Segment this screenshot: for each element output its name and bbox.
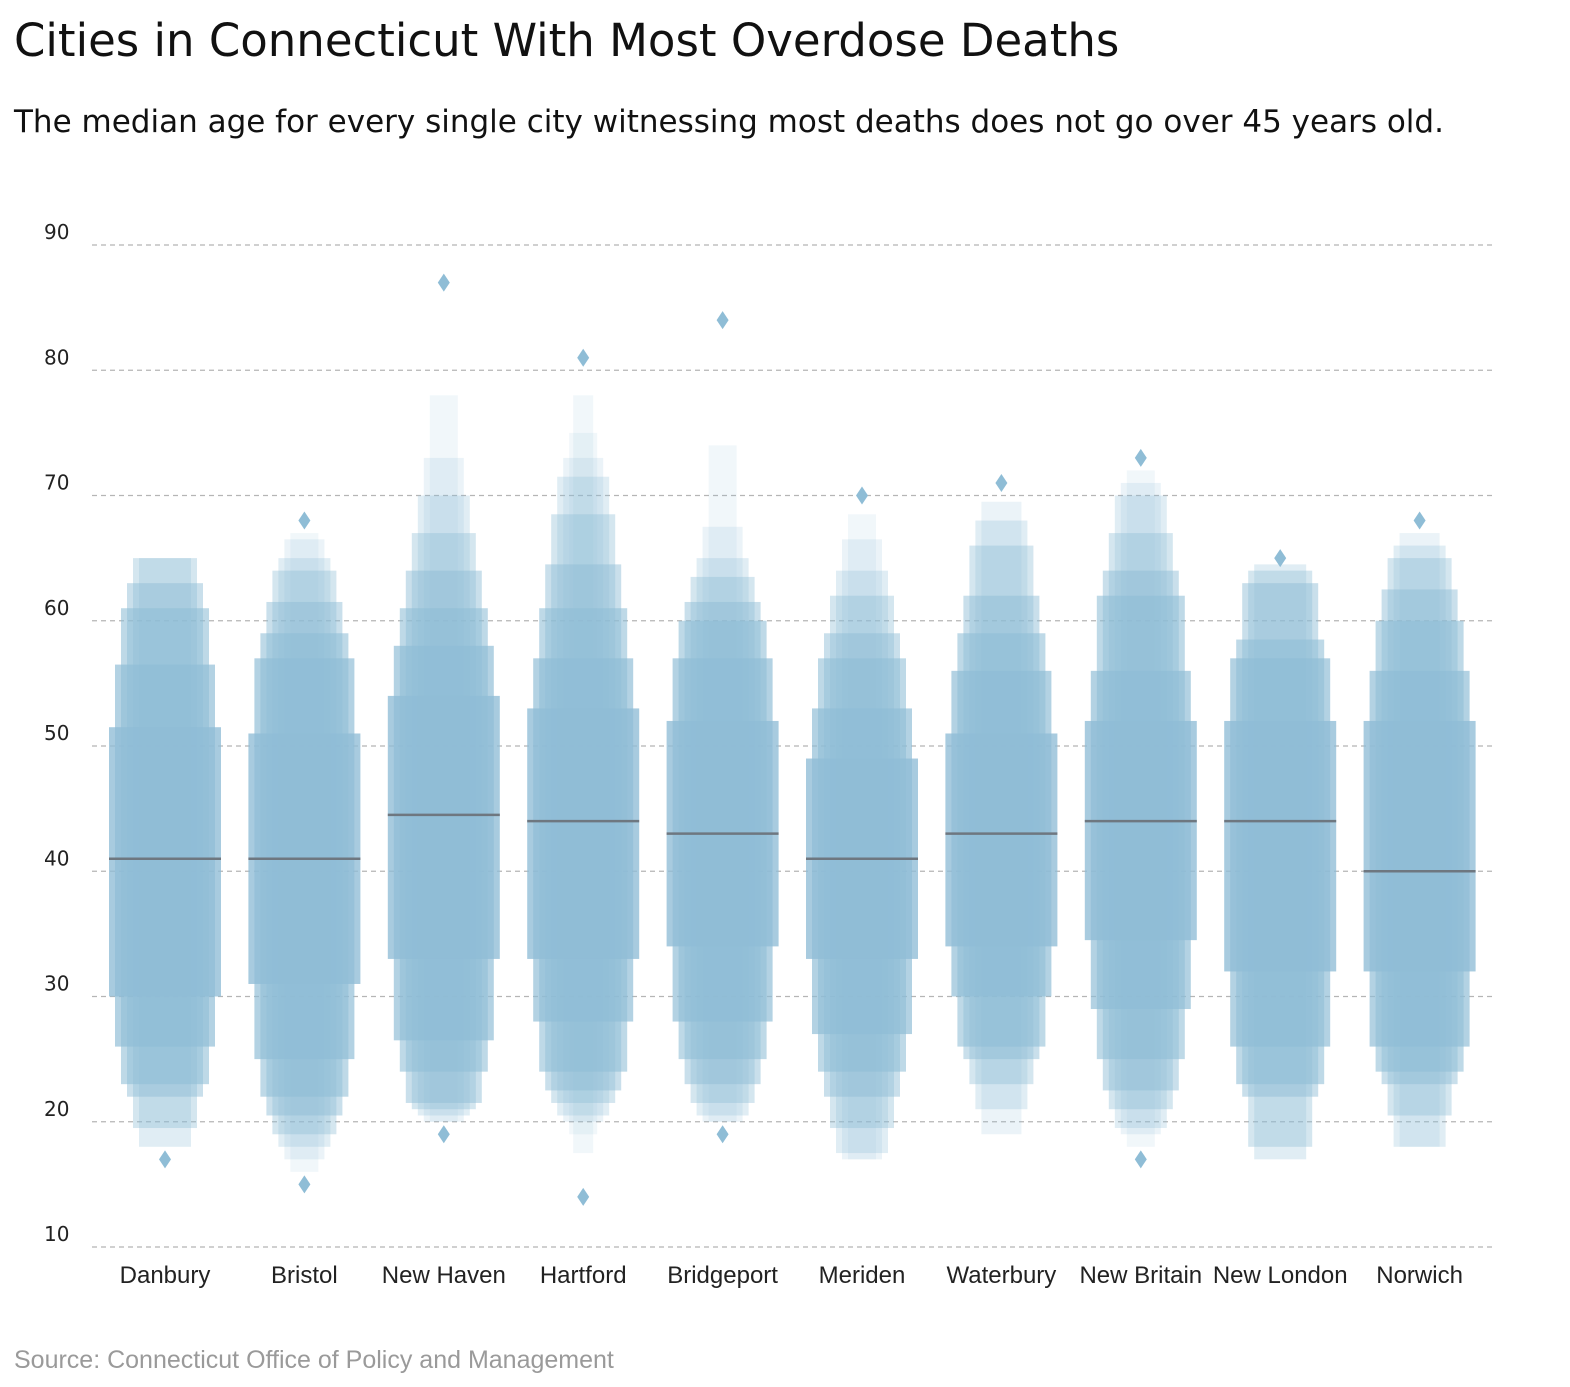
outlier-bridgeport-1 xyxy=(716,1125,729,1144)
box-group-norwich xyxy=(1363,511,1476,1147)
outlier-hartford-1 xyxy=(577,1187,590,1206)
y-tick-label-20: 20 xyxy=(44,1097,69,1121)
y-tick-label-50: 50 xyxy=(44,721,69,745)
outlier-bristol-2 xyxy=(298,511,311,530)
box-group-bridgeport xyxy=(666,311,779,1144)
box-level-new-britain-1 xyxy=(1084,720,1197,941)
y-tick-label-60: 60 xyxy=(44,596,69,620)
box-level-hartford-1 xyxy=(527,708,640,959)
x-tick-label-new-haven: New Haven xyxy=(382,1262,506,1289)
source-note: Source: Connecticut Office of Policy and… xyxy=(14,1346,614,1374)
outlier-new-britain-1 xyxy=(1134,1150,1147,1169)
box-group-new-britain xyxy=(1084,448,1197,1169)
y-tick-label-80: 80 xyxy=(44,345,69,369)
box-level-danbury-1 xyxy=(109,727,221,997)
y-tick-label-70: 70 xyxy=(44,471,69,495)
outlier-norwich-1 xyxy=(1413,511,1426,530)
x-tick-label-meriden: Meriden xyxy=(819,1262,906,1289)
box-group-bristol xyxy=(248,511,361,1194)
outlier-meriden-1 xyxy=(856,486,868,505)
box-group-danbury xyxy=(109,558,221,1169)
y-tick-label-90: 90 xyxy=(44,220,69,244)
outlier-new-haven-1 xyxy=(437,1125,450,1144)
x-tick-label-new-london: New London xyxy=(1213,1262,1348,1289)
box-group-new-london xyxy=(1224,549,1337,1160)
x-tick-label-waterbury: Waterbury xyxy=(946,1262,1056,1289)
x-tick-label-norwich: Norwich xyxy=(1376,1262,1463,1289)
x-tick-label-hartford: Hartford xyxy=(540,1262,627,1289)
outlier-danbury-1 xyxy=(159,1150,171,1169)
outlier-bristol-1 xyxy=(298,1175,311,1194)
box-level-new-haven-1 xyxy=(387,695,500,959)
y-axis-ticks: 10 20 30 40 50 60 70 80 90 xyxy=(44,220,69,1246)
y-tick-label-10: 10 xyxy=(44,1222,69,1246)
outlier-bridgeport-2 xyxy=(716,311,729,330)
x-tick-label-danbury: Danbury xyxy=(120,1262,211,1289)
x-tick-label-bristol: Bristol xyxy=(271,1262,338,1289)
outlier-waterbury-1 xyxy=(995,473,1008,492)
box-group-hartford xyxy=(527,348,640,1206)
outlier-new-haven-2 xyxy=(437,273,450,292)
outlier-hartford-2 xyxy=(577,348,590,367)
boxes xyxy=(109,273,1476,1206)
box-group-waterbury xyxy=(945,473,1058,1135)
box-level-waterbury-1 xyxy=(945,733,1058,947)
box-group-new-haven xyxy=(387,273,500,1144)
x-axis-labels: Danbury Bristol New Haven Hartford Bridgepor… xyxy=(120,1262,1463,1289)
chart-subtitle: The median age for every single city wit… xyxy=(14,104,1444,140)
box-level-new-london-1 xyxy=(1224,720,1337,972)
y-tick-label-30: 30 xyxy=(44,972,69,996)
y-tick-label-40: 40 xyxy=(44,846,69,870)
x-tick-label-new-britain: New Britain xyxy=(1079,1262,1202,1289)
x-tick-label-bridgeport: Bridgeport xyxy=(667,1262,778,1289)
outlier-new-britain-2 xyxy=(1134,448,1147,467)
chart-title: Cities in Connecticut With Most Overdose… xyxy=(14,14,1120,67)
box-group-meriden xyxy=(806,486,918,1160)
outlier-new-london-1 xyxy=(1274,549,1287,568)
box-level-norwich-1 xyxy=(1363,720,1476,972)
